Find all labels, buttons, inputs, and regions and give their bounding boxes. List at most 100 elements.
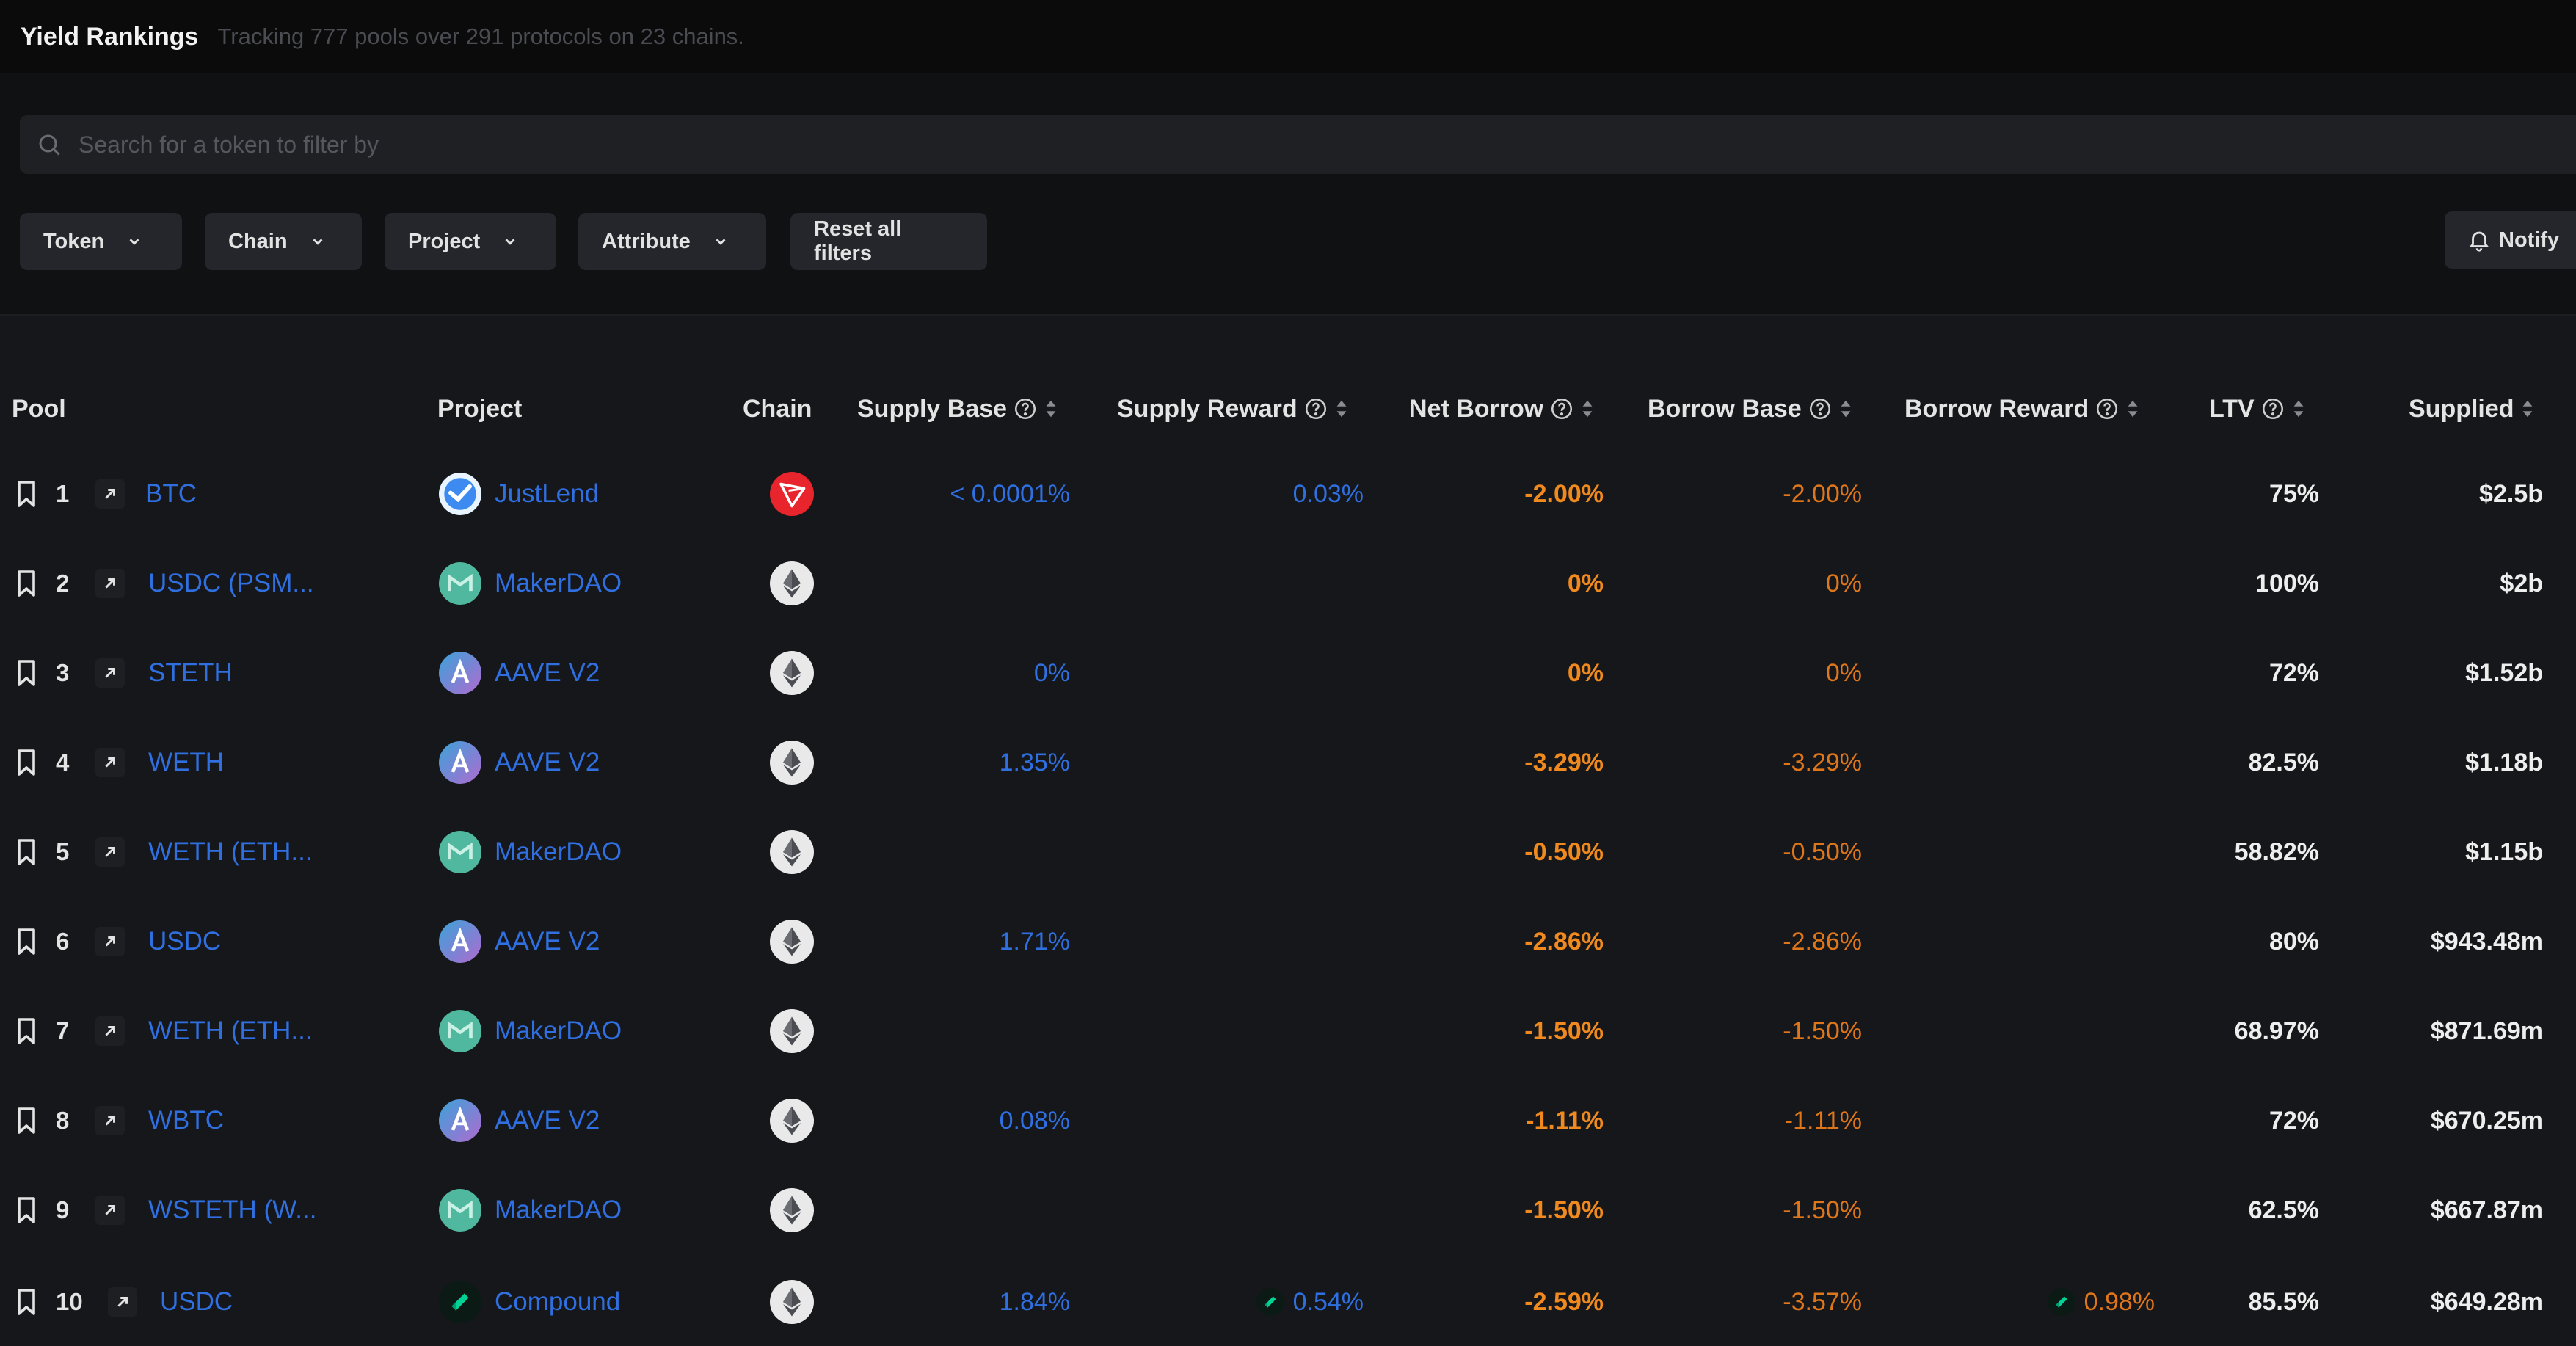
open-external-button[interactable] — [95, 748, 125, 777]
help-icon[interactable] — [2095, 396, 2120, 421]
supplied-value: $2b — [2500, 569, 2543, 597]
ltv-value: 100% — [2255, 569, 2319, 597]
bookmark-icon[interactable] — [16, 928, 37, 955]
supplied-value: $1.15b — [2465, 837, 2543, 866]
supply-base-value: < 0.0001% — [950, 479, 1070, 508]
pool-name[interactable]: WETH (ETH... — [148, 837, 313, 866]
open-external-button[interactable] — [95, 479, 125, 509]
row-rank-value: 5 — [56, 838, 70, 865]
pool-name[interactable]: WBTC — [148, 1106, 225, 1135]
bookmark-icon[interactable] — [16, 749, 37, 776]
maker-logo-icon — [439, 831, 481, 873]
bookmark-icon[interactable] — [16, 660, 37, 686]
arrow-up-right-icon — [105, 668, 115, 678]
page-title: Yield Rankings — [21, 22, 199, 51]
pool-name[interactable]: BTC — [145, 479, 197, 508]
open-external-button[interactable] — [108, 1287, 137, 1317]
sort-icon[interactable] — [2522, 399, 2533, 418]
help-icon[interactable] — [1549, 396, 1574, 421]
supply-reward-value: 0.03% — [1292, 479, 1364, 508]
project-name[interactable]: MakerDAO — [495, 1196, 622, 1224]
open-external-button[interactable] — [95, 658, 125, 688]
pool-name[interactable]: USDC (PSM... — [148, 569, 314, 597]
net-borrow-value: -1.50% — [1524, 1016, 1604, 1045]
column-header-supply-reward-label: Supply Reward — [1117, 394, 1298, 423]
ethereum-chain-icon — [770, 1280, 814, 1324]
column-header-supplied-label: Supplied — [2409, 394, 2514, 423]
ethereum-chain-icon — [770, 1099, 814, 1143]
project-name[interactable]: MakerDAO — [495, 569, 622, 597]
supplied-value: $670.25m — [2430, 1106, 2543, 1135]
project-name[interactable]: JustLend — [495, 479, 600, 508]
notify-button[interactable]: Notify — [2445, 211, 2576, 269]
borrow-base-value: -1.11% — [1784, 1106, 1862, 1135]
bookmark-icon[interactable] — [16, 1289, 37, 1315]
arrow-up-right-icon — [105, 847, 115, 857]
project-name[interactable]: AAVE V2 — [495, 658, 600, 687]
sort-icon[interactable] — [2127, 399, 2139, 418]
help-icon[interactable] — [1013, 396, 1038, 421]
help-icon[interactable] — [1303, 396, 1328, 421]
net-borrow-value: 0% — [1567, 569, 1604, 597]
supplied-value: $649.28m — [2430, 1287, 2543, 1316]
sort-icon[interactable] — [1045, 399, 1057, 418]
project-filter-button[interactable]: Project — [385, 213, 556, 270]
sort-icon[interactable] — [1336, 399, 1347, 418]
borrow-base-value: -1.50% — [1783, 1196, 1862, 1224]
page-header: Yield Rankings Tracking 777 pools over 2… — [0, 0, 2576, 73]
open-external-button[interactable] — [95, 1106, 125, 1135]
bookmark-icon[interactable] — [16, 570, 37, 597]
reset-filters-button[interactable]: Reset all filters — [790, 213, 987, 270]
project-name[interactable]: AAVE V2 — [495, 1106, 600, 1135]
net-borrow-value: -0.50% — [1524, 837, 1604, 866]
column-header-borrow-base-label: Borrow Base — [1648, 394, 1802, 423]
chevron-down-icon — [716, 239, 726, 245]
pool-name[interactable]: WETH (ETH... — [148, 1016, 313, 1045]
bookmark-icon[interactable] — [16, 1107, 37, 1134]
help-icon[interactable] — [2260, 396, 2285, 421]
search-input[interactable] — [79, 131, 1106, 159]
bookmark-icon[interactable] — [16, 1018, 37, 1044]
net-borrow-value: -2.59% — [1524, 1287, 1604, 1316]
project-name[interactable]: MakerDAO — [495, 837, 622, 866]
help-icon[interactable] — [1808, 396, 1833, 421]
chain-filter-button[interactable]: Chain — [205, 213, 362, 270]
token-filter-button[interactable]: Token — [20, 213, 182, 270]
chevron-down-icon — [129, 239, 139, 245]
open-external-button[interactable] — [95, 927, 125, 956]
arrow-up-right-icon — [105, 489, 115, 499]
project-name[interactable]: AAVE V2 — [495, 927, 600, 956]
ltv-value: 82.5% — [2248, 748, 2319, 776]
compound-logo-icon — [439, 1281, 481, 1323]
open-external-button[interactable] — [95, 1016, 125, 1046]
pool-name[interactable]: WSTETH (W... — [148, 1196, 317, 1224]
bookmark-icon[interactable] — [16, 481, 37, 507]
sort-icon[interactable] — [2293, 399, 2304, 418]
supply-base-value: 1.84% — [999, 1287, 1070, 1316]
pool-name[interactable]: USDC — [160, 1287, 233, 1316]
bookmark-icon[interactable] — [16, 839, 37, 865]
notify-label: Notify — [2499, 228, 2560, 252]
project-name[interactable]: Compound — [495, 1287, 621, 1316]
pool-name[interactable]: USDC — [148, 927, 222, 956]
arrow-up-right-icon — [105, 936, 115, 947]
project-name[interactable]: MakerDAO — [495, 1016, 622, 1045]
attribute-filter-button[interactable]: Attribute — [578, 213, 766, 270]
sort-icon[interactable] — [1582, 399, 1593, 418]
borrow-base-value: -2.00% — [1783, 479, 1862, 508]
borrow-base-value: -3.29% — [1783, 748, 1862, 776]
tron-chain-icon — [770, 472, 814, 516]
project-filter-label: Project — [408, 229, 481, 253]
project-name[interactable]: AAVE V2 — [495, 748, 600, 776]
open-external-button[interactable] — [95, 1196, 125, 1225]
pool-name[interactable]: STETH — [148, 658, 233, 687]
search-bar[interactable] — [20, 115, 2576, 174]
pool-name[interactable]: WETH — [148, 748, 225, 776]
sort-icon[interactable] — [1840, 399, 1852, 418]
maker-logo-icon — [439, 1189, 481, 1232]
row-rank-value: 6 — [56, 928, 70, 955]
ltv-value: 72% — [2268, 658, 2319, 687]
open-external-button[interactable] — [95, 569, 125, 598]
open-external-button[interactable] — [95, 837, 125, 867]
bookmark-icon[interactable] — [16, 1197, 37, 1223]
